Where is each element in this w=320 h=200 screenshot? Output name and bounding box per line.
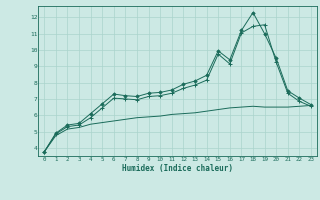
X-axis label: Humidex (Indice chaleur): Humidex (Indice chaleur): [122, 164, 233, 173]
